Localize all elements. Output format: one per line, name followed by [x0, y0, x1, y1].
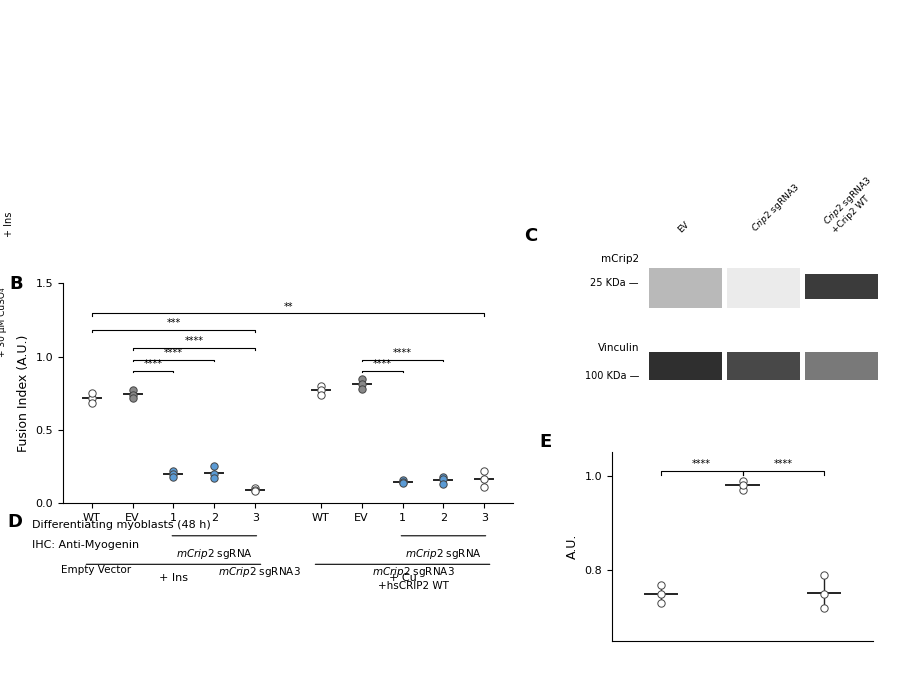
- Point: [166, 465, 181, 476]
- Point: [735, 475, 750, 486]
- Point: [735, 480, 750, 491]
- Text: $\it{mCrip2}$ sgRNA3
+hsCRIP2 WT: $\it{mCrip2}$ sgRNA3 +hsCRIP2 WT: [372, 565, 454, 591]
- Point: [395, 478, 410, 489]
- Point: [166, 468, 181, 479]
- Point: [817, 570, 832, 580]
- Point: [355, 379, 369, 389]
- Point: [817, 603, 832, 614]
- Point: [817, 589, 832, 599]
- Text: $\it{mCrip2}$ sgRNA: $\it{mCrip2}$ sgRNA: [405, 547, 482, 561]
- Text: 50 μm: 50 μm: [87, 251, 110, 257]
- Text: B: B: [9, 275, 22, 293]
- Point: [477, 465, 491, 476]
- Point: [355, 373, 369, 384]
- Point: [85, 398, 99, 409]
- Point: [166, 471, 181, 482]
- Text: EV: EV: [676, 220, 690, 235]
- Y-axis label: A.U.: A.U.: [566, 534, 579, 560]
- Text: ****: ****: [774, 459, 793, 469]
- Text: 50 μm: 50 μm: [384, 349, 407, 355]
- Text: ****: ****: [373, 359, 392, 369]
- Text: Vinculin: Vinculin: [598, 344, 639, 353]
- Text: Differentiating myoblasts (48 h): Differentiating myoblasts (48 h): [32, 520, 211, 530]
- Point: [735, 485, 750, 495]
- Text: C: C: [524, 227, 537, 245]
- Text: Empty Vector: Empty Vector: [61, 565, 131, 575]
- Point: [436, 471, 451, 482]
- Text: ****: ****: [164, 348, 183, 358]
- Point: [355, 383, 369, 394]
- Text: 50 μm: 50 μm: [186, 251, 209, 257]
- Point: [248, 486, 263, 497]
- Text: 50 μm: 50 μm: [285, 349, 308, 355]
- Y-axis label: Fusion Index (A.U.): Fusion Index (A.U.): [17, 335, 30, 452]
- Text: ****: ****: [184, 336, 203, 346]
- Text: + Ins: + Ins: [159, 573, 188, 583]
- Point: [313, 389, 328, 400]
- Text: ***: ***: [166, 318, 181, 328]
- Point: [85, 387, 99, 398]
- Text: 25 KDa —: 25 KDa —: [590, 279, 639, 288]
- Text: + Cu: + Cu: [389, 573, 417, 583]
- Text: IHC: Anti-Myogenin: IHC: Anti-Myogenin: [32, 540, 140, 550]
- Point: [653, 589, 668, 599]
- Point: [653, 598, 668, 609]
- Text: E: E: [539, 433, 551, 452]
- Point: [436, 479, 451, 489]
- Point: [125, 392, 140, 403]
- Text: ****: ****: [143, 359, 163, 369]
- Point: [313, 385, 328, 396]
- Text: $\it{Crip2}$ sgRNA3
+Crip2 WT: $\it{Crip2}$ sgRNA3 +Crip2 WT: [821, 173, 882, 235]
- Text: 50 μm: 50 μm: [384, 251, 407, 257]
- Text: 50 μm: 50 μm: [483, 251, 506, 257]
- Text: 50 μm: 50 μm: [186, 349, 209, 355]
- Text: 50 μm: 50 μm: [285, 251, 308, 257]
- Text: + Ins: + Ins: [4, 212, 14, 237]
- Point: [125, 385, 140, 396]
- Point: [653, 579, 668, 590]
- Text: mCrip2: mCrip2: [601, 254, 639, 264]
- Text: 100 KDa —: 100 KDa —: [585, 371, 639, 381]
- Text: 50 μm: 50 μm: [483, 349, 506, 355]
- Text: D: D: [7, 513, 22, 531]
- Point: [125, 389, 140, 400]
- Point: [207, 472, 221, 483]
- Point: [477, 474, 491, 485]
- Point: [248, 483, 263, 493]
- Point: [477, 481, 491, 492]
- Point: [207, 461, 221, 472]
- Point: [436, 474, 451, 485]
- Point: [395, 477, 410, 487]
- Point: [207, 468, 221, 479]
- Text: ****: ****: [692, 459, 711, 469]
- Text: ****: ****: [393, 348, 412, 358]
- Text: $\it{Crip2}$ sgRNA3: $\it{Crip2}$ sgRNA3: [749, 181, 803, 235]
- Point: [313, 381, 328, 392]
- Text: **: **: [284, 302, 292, 312]
- Text: + 30 μM CuSO₄: + 30 μM CuSO₄: [0, 288, 7, 357]
- Text: 50 μm: 50 μm: [87, 349, 110, 355]
- Point: [248, 485, 263, 495]
- Text: $\it{mCrip2}$ sgRNA3: $\it{mCrip2}$ sgRNA3: [219, 565, 301, 579]
- Text: $\it{mCrip2}$ sgRNA: $\it{mCrip2}$ sgRNA: [176, 547, 253, 561]
- Point: [85, 392, 99, 403]
- Point: [395, 475, 410, 485]
